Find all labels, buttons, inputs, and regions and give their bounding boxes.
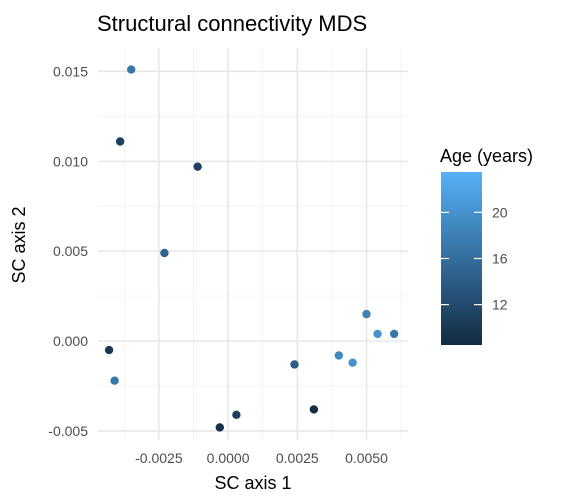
legend-tick-label: 12	[492, 297, 508, 313]
data-point	[290, 360, 299, 369]
legend-tick-label: 16	[492, 251, 508, 267]
y-axis-title: SC axis 2	[9, 206, 29, 283]
data-point	[309, 405, 319, 414]
legend-ticks: 12 16 20	[441, 204, 508, 313]
data-points	[104, 65, 399, 432]
data-point	[127, 65, 136, 74]
y-tick-label: -0.005	[48, 423, 88, 439]
legend-title: Age (years)	[440, 146, 533, 166]
data-point	[104, 345, 114, 355]
chart-title: Structural connectivity MDS	[97, 11, 367, 36]
data-point	[232, 410, 241, 420]
data-point	[362, 309, 371, 319]
data-point	[193, 162, 202, 171]
x-tick-label: 0.0050	[345, 450, 388, 466]
x-axis-tick-labels: -0.0025 0.0000 0.0025 0.0050	[135, 450, 388, 466]
data-point	[115, 137, 125, 146]
data-point	[110, 376, 119, 385]
data-point	[373, 329, 382, 339]
plot-grid	[98, 48, 408, 440]
x-axis-title: SC axis 1	[214, 473, 291, 493]
x-tick-label: -0.0025	[135, 450, 183, 466]
data-point	[215, 423, 224, 432]
data-point	[389, 329, 399, 339]
x-tick-label: 0.0000	[207, 450, 250, 466]
y-tick-label: 0.000	[53, 333, 88, 349]
y-tick-label: 0.005	[53, 243, 88, 259]
x-tick-label: 0.0025	[276, 450, 319, 466]
y-tick-label: 0.010	[53, 153, 88, 169]
legend-tick-label: 20	[492, 204, 508, 220]
data-point	[348, 358, 357, 367]
y-axis-tick-labels: -0.005 0.000 0.005 0.010 0.015	[48, 63, 88, 439]
data-point	[334, 351, 344, 360]
color-legend: Age (years) 12 16 20	[440, 146, 533, 345]
data-point	[160, 248, 169, 258]
y-tick-label: 0.015	[53, 63, 88, 79]
